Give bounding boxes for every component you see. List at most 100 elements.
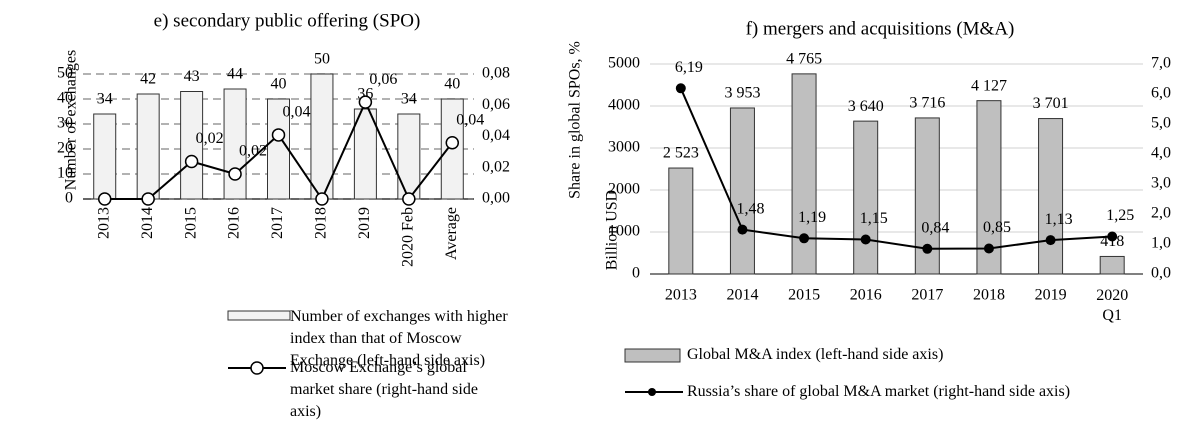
line-label: 0,04 [283,104,311,121]
line-label: 0,02 [196,130,224,147]
x-tick-label: 2014 [139,207,156,239]
x-tick-label: 2019 [1035,287,1067,304]
line [679,87,1113,250]
x-tick-label: 2019 [356,207,373,239]
y-axis-label: Number of exchanges [63,50,80,190]
line-label: 0,06 [369,71,397,88]
bar-label: 3 716 [909,95,945,112]
y-axis-label: Billion USD [604,190,621,270]
bar [397,113,421,200]
y-tick-label: 0 [632,265,640,282]
y2-tick-label: 0,08 [482,65,510,82]
y2-tick-label: 0,04 [482,127,510,144]
line-label: 6,19 [675,59,703,76]
line-label: 0,02 [239,143,267,160]
y-tick-label: 4000 [608,97,640,114]
y2-tick-label: 6,0 [1151,85,1171,102]
y2-tick-label: 7,0 [1151,55,1171,72]
chart-title: e) secondary public offering (SPO) [154,10,421,31]
bar-label: 42 [140,71,156,88]
bar-label: 3 640 [848,98,884,115]
charts: e) secondary public offering (SPO) 0 10 20 3… [57,10,1171,396]
x-tick-label: 2016 [226,207,243,239]
bar-label: 34 [401,91,417,108]
y-tick-label: 10 [57,165,73,182]
line-label: 0,85 [983,219,1011,236]
bar-label: 3 953 [724,85,760,102]
line-marker [860,234,871,245]
legend-label: Global M&A index (left-hand side axis) [687,346,944,363]
legend-label: Moscow Exchange’s global market share (r… [290,359,478,420]
legend-label: Russia’s share of global M&A market (rig… [687,383,1071,400]
bar-label: 43 [184,68,200,85]
x-tick-label: 2013 [95,207,112,239]
bar [180,91,204,200]
y2-tick-label: 0,02 [482,158,510,175]
x-tick-label: 2020 Feb [400,207,417,267]
line-marker [184,154,199,169]
line-marker [358,95,373,109]
legend-label: Number of exchanges with higher index th… [290,308,508,369]
x-tick-label: 2018 [973,287,1005,304]
x-tick-label: Average [443,207,460,260]
bar [729,107,755,275]
bar-label: 4 765 [786,51,822,68]
y-tick-label: 40 [57,90,73,107]
x-tick-label: 2017 [269,207,286,239]
line-label: 0,04 [456,111,484,128]
chart-title: f) mergers and acquisitions (M&A) [746,18,1015,39]
line-marker [1107,231,1118,242]
y-tick-label: 1000 [608,223,640,240]
bar-label: 2 523 [663,145,699,162]
line-marker [922,243,933,254]
bar [1099,255,1125,275]
bar-label: 4 127 [971,77,1007,94]
bar [668,167,694,275]
line-marker [228,167,242,181]
line-marker [1045,235,1056,246]
line-marker [675,83,686,94]
page: {"chart_data":[ {"type":"bar","title":"e… [57,10,1171,420]
y-tick-label: 2000 [608,181,640,198]
bar [136,93,160,200]
y-tick-label: 30 [57,115,73,132]
line-label: 1,48 [736,200,764,217]
y2-tick-label: 4,0 [1151,145,1171,162]
y-tick-label: 0 [65,190,73,207]
line-marker [141,192,155,206]
y-tick-label: 20 [57,140,73,157]
y2-tick-label: 0,0 [1151,265,1171,282]
line-marker [445,136,460,150]
line-label: 1,19 [798,209,826,226]
bar [853,120,879,275]
x-tick-label: 2016 [850,287,882,304]
y-tick-label: 50 [57,65,73,82]
line-marker [97,192,112,206]
bar [353,108,377,200]
line-marker [737,224,748,235]
x-tick-label: 2018 [313,207,330,239]
line-label: 1,13 [1045,211,1073,228]
bar [1038,118,1064,275]
x-tick-label: 2020 Q1 [1096,287,1128,324]
bar-label: 44 [227,66,243,83]
y2-tick-label: 0,00 [482,190,510,207]
line-marker [402,192,416,206]
legend-swatch [227,310,291,321]
y2-tick-label: 1,0 [1151,235,1171,252]
legend-marker [648,388,656,396]
y2-axis-label: Share in global SPOs, % [567,41,584,199]
line-marker [983,243,994,254]
line-label: 0,84 [921,219,949,236]
x-tick-label: 2015 [182,207,199,239]
y2-tick-label: 5,0 [1151,115,1171,132]
x-tick-label: 2013 [665,287,697,304]
y2-tick-label: 0,06 [482,96,510,113]
bar [93,113,117,200]
line-marker [799,233,810,244]
y2-tick-label: 3,0 [1151,175,1171,192]
x-tick-label: 2015 [788,287,820,304]
line-label: 1,15 [860,210,888,227]
legend-marker [250,361,264,375]
bar-label: 3 701 [1033,95,1069,112]
